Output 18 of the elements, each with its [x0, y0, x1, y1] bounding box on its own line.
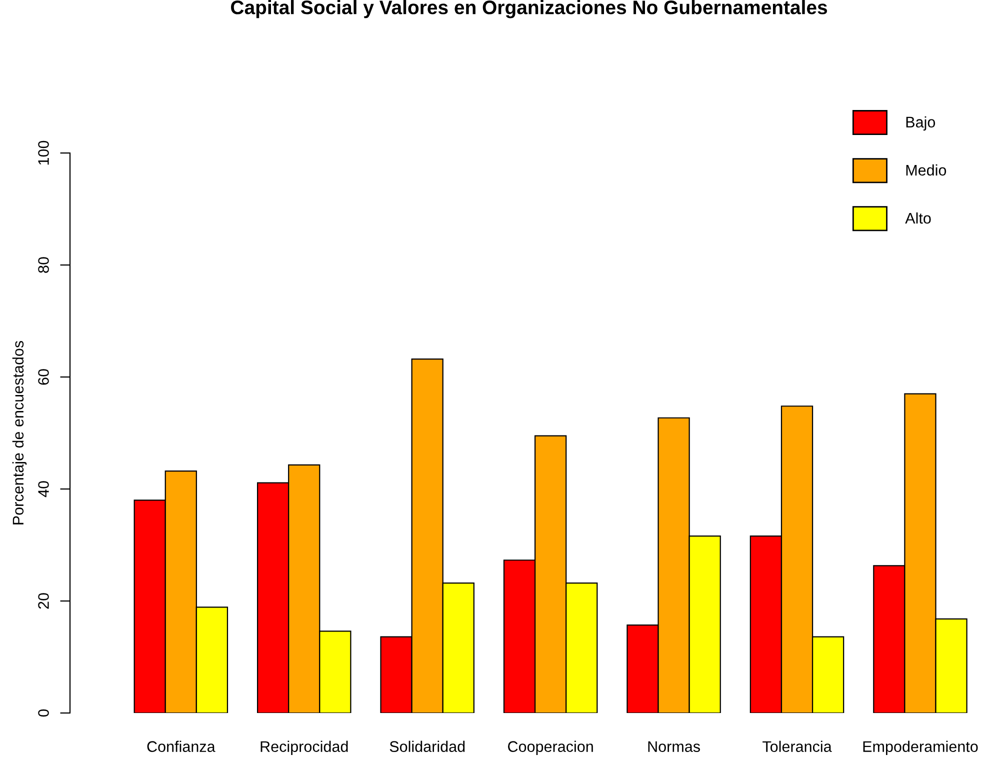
x-tick-label: Solidaridad	[390, 740, 465, 752]
y-tick-label: 80	[38, 257, 49, 273]
y-tick-label: 20	[38, 593, 49, 609]
legend-label: Alto	[905, 212, 931, 224]
x-tick-label: Reciprocidad	[260, 740, 348, 756]
y-tick-label: 100	[38, 140, 49, 165]
y-tick-label: 40	[38, 481, 49, 498]
x-tick-label: Confianza	[147, 740, 216, 752]
y-tick-label: 60	[38, 369, 49, 385]
y-axis-title: Porcentaje de encuestados	[12, 340, 27, 524]
x-tick-label: Empoderamiento	[863, 740, 978, 756]
y-tick-label: 0	[38, 709, 49, 717]
x-tick-label: Normas	[648, 741, 700, 752]
x-tick-label: Cooperacion	[508, 740, 593, 756]
chart-title: Capital Social y Valores en Organizaciones No Gubernamentales	[231, 0, 828, 18]
x-tick-label: Tolerancia	[762, 740, 832, 752]
legend-label: Medio	[906, 164, 946, 176]
legend-label: Bajo	[906, 116, 936, 131]
